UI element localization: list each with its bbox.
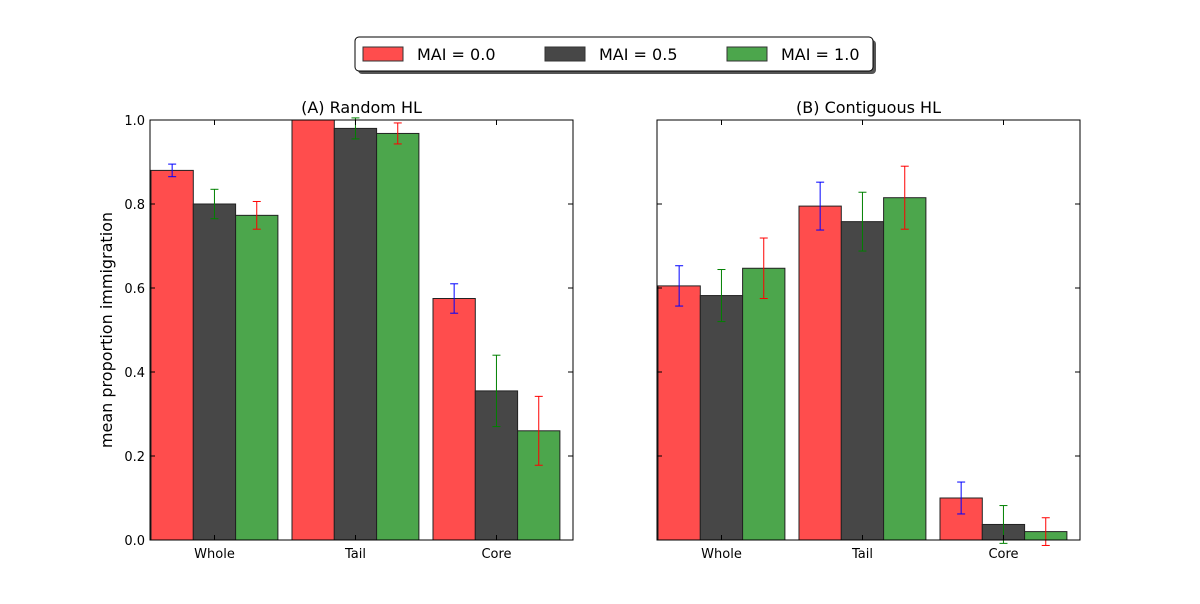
bar-p0-c1-s1 <box>333 127 378 541</box>
panel-title-0: (A) Random HL <box>301 98 422 117</box>
legend-swatch-1 <box>544 46 586 62</box>
bar-p1-c0-s1 <box>699 295 744 541</box>
bar-p0-c0-s1 <box>192 203 237 541</box>
ytick-label-0: 0.0 <box>124 534 145 549</box>
xtick-label-p1-2: Core <box>988 547 1018 562</box>
bar-p0-c0-s2 <box>235 214 279 541</box>
ytick-label-1: 0.2 <box>124 450 145 465</box>
ytick-label-5: 1.0 <box>124 114 145 129</box>
xtick-label-p0-0: Whole <box>194 547 235 562</box>
bar-p0-c0-s0 <box>150 169 194 541</box>
legend-label-2: MAI = 1.0 <box>781 45 860 64</box>
bar-p0-c1-s2 <box>376 132 420 541</box>
legend-box <box>354 36 874 72</box>
panel-title-1: (B) Contiguous HL <box>796 98 941 117</box>
legend-label-1: MAI = 0.5 <box>599 45 678 64</box>
legend-swatch-0 <box>362 46 404 62</box>
bar-p1-c1-s1 <box>840 221 885 541</box>
xtick-label-p1-1: Tail <box>851 547 873 562</box>
ytick-label-2: 0.4 <box>124 366 145 381</box>
y-axis-label: mean proportion immigration <box>97 212 116 448</box>
bar-p1-c1-s2 <box>883 197 927 541</box>
bar-p0-c2-s0 <box>432 298 476 541</box>
ytick-label-4: 0.8 <box>124 198 145 213</box>
bar-p0-c1-s0 <box>291 119 335 541</box>
legend-swatch-2 <box>726 46 768 62</box>
plot-frame-1 <box>656 119 1081 541</box>
xtick-label-p0-1: Tail <box>344 547 366 562</box>
bar-p1-c0-s0 <box>657 285 701 541</box>
legend-label-0: MAI = 0.0 <box>417 45 496 64</box>
plot-frame-0 <box>149 119 574 541</box>
xtick-label-p0-2: Core <box>481 547 511 562</box>
ytick-label-3: 0.6 <box>124 282 145 297</box>
bar-p1-c1-s0 <box>798 205 842 541</box>
xtick-label-p1-0: Whole <box>701 547 742 562</box>
bar-p1-c0-s2 <box>742 267 786 541</box>
